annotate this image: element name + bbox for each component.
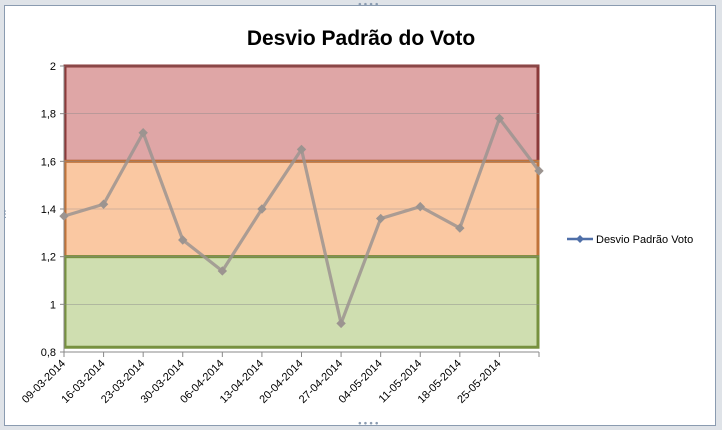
line-chart: Desvio Padrão do Voto 0,811,21,41,61,820… bbox=[20, 27, 693, 406]
y-tick-label-1: 1 bbox=[50, 299, 56, 311]
data-point-3 bbox=[178, 235, 188, 245]
resize-handle-right[interactable]: ⋮ bbox=[711, 210, 720, 220]
resize-handle-bottom[interactable]: ∙∙∙∙ bbox=[357, 419, 380, 429]
data-point-7 bbox=[336, 318, 346, 329]
data-point-11 bbox=[494, 113, 505, 124]
band-2 bbox=[63, 255, 540, 349]
data-point-0 bbox=[59, 211, 69, 221]
y-tick-label-5: 1,8 bbox=[41, 109, 56, 121]
data-point-1 bbox=[98, 199, 109, 209]
data-point-9 bbox=[415, 201, 425, 212]
y-tick-label-3: 1,4 bbox=[41, 204, 56, 216]
data-point-4 bbox=[217, 266, 228, 276]
y-tick-label-6: 2 bbox=[50, 61, 56, 73]
legend-label: Desvio Padrão Voto bbox=[596, 234, 693, 246]
legend-marker-icon bbox=[576, 235, 584, 243]
y-tick-label-0: 0,8 bbox=[41, 347, 56, 359]
resize-handle-left[interactable]: ⋮ bbox=[1, 210, 10, 220]
data-point-2 bbox=[138, 128, 148, 138]
series-layer bbox=[59, 113, 544, 329]
resize-handle-top[interactable]: ∙∙∙∙ bbox=[357, 0, 380, 10]
chart-title: Desvio Padrão do Voto bbox=[247, 27, 475, 50]
y-tick-label-2: 1,2 bbox=[41, 252, 56, 264]
data-point-12 bbox=[534, 166, 544, 176]
y-tick-label-4: 1,6 bbox=[41, 156, 56, 168]
data-point-5 bbox=[257, 204, 267, 214]
legend: Desvio Padrão Voto bbox=[567, 234, 693, 246]
data-point-10 bbox=[455, 223, 465, 233]
data-point-6 bbox=[296, 144, 307, 155]
data-point-8 bbox=[375, 213, 386, 224]
